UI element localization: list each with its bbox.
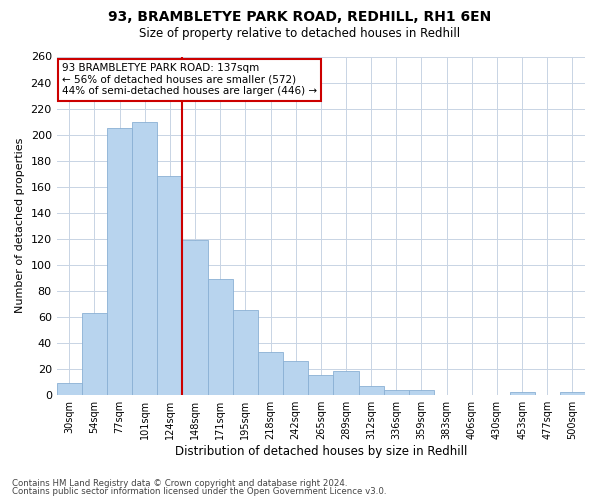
Bar: [233, 310, 258, 394]
Bar: [208, 279, 233, 394]
Bar: [509, 392, 535, 394]
Text: Contains public sector information licensed under the Open Government Licence v3: Contains public sector information licen…: [12, 487, 386, 496]
Bar: [107, 128, 132, 394]
Bar: [283, 361, 308, 394]
Bar: [157, 176, 182, 394]
Bar: [409, 390, 434, 394]
Bar: [359, 386, 384, 394]
Bar: [182, 240, 208, 394]
Bar: [132, 122, 157, 394]
Bar: [384, 390, 409, 394]
Text: 93 BRAMBLETYE PARK ROAD: 137sqm
← 56% of detached houses are smaller (572)
44% o: 93 BRAMBLETYE PARK ROAD: 137sqm ← 56% of…: [62, 64, 317, 96]
Bar: [56, 383, 82, 394]
Bar: [258, 352, 283, 395]
X-axis label: Distribution of detached houses by size in Redhill: Distribution of detached houses by size …: [175, 444, 467, 458]
Text: Size of property relative to detached houses in Redhill: Size of property relative to detached ho…: [139, 28, 461, 40]
Text: 93, BRAMBLETYE PARK ROAD, REDHILL, RH1 6EN: 93, BRAMBLETYE PARK ROAD, REDHILL, RH1 6…: [109, 10, 491, 24]
Bar: [82, 313, 107, 394]
Bar: [334, 372, 359, 394]
Bar: [308, 375, 334, 394]
Text: Contains HM Land Registry data © Crown copyright and database right 2024.: Contains HM Land Registry data © Crown c…: [12, 478, 347, 488]
Bar: [560, 392, 585, 394]
Y-axis label: Number of detached properties: Number of detached properties: [15, 138, 25, 314]
